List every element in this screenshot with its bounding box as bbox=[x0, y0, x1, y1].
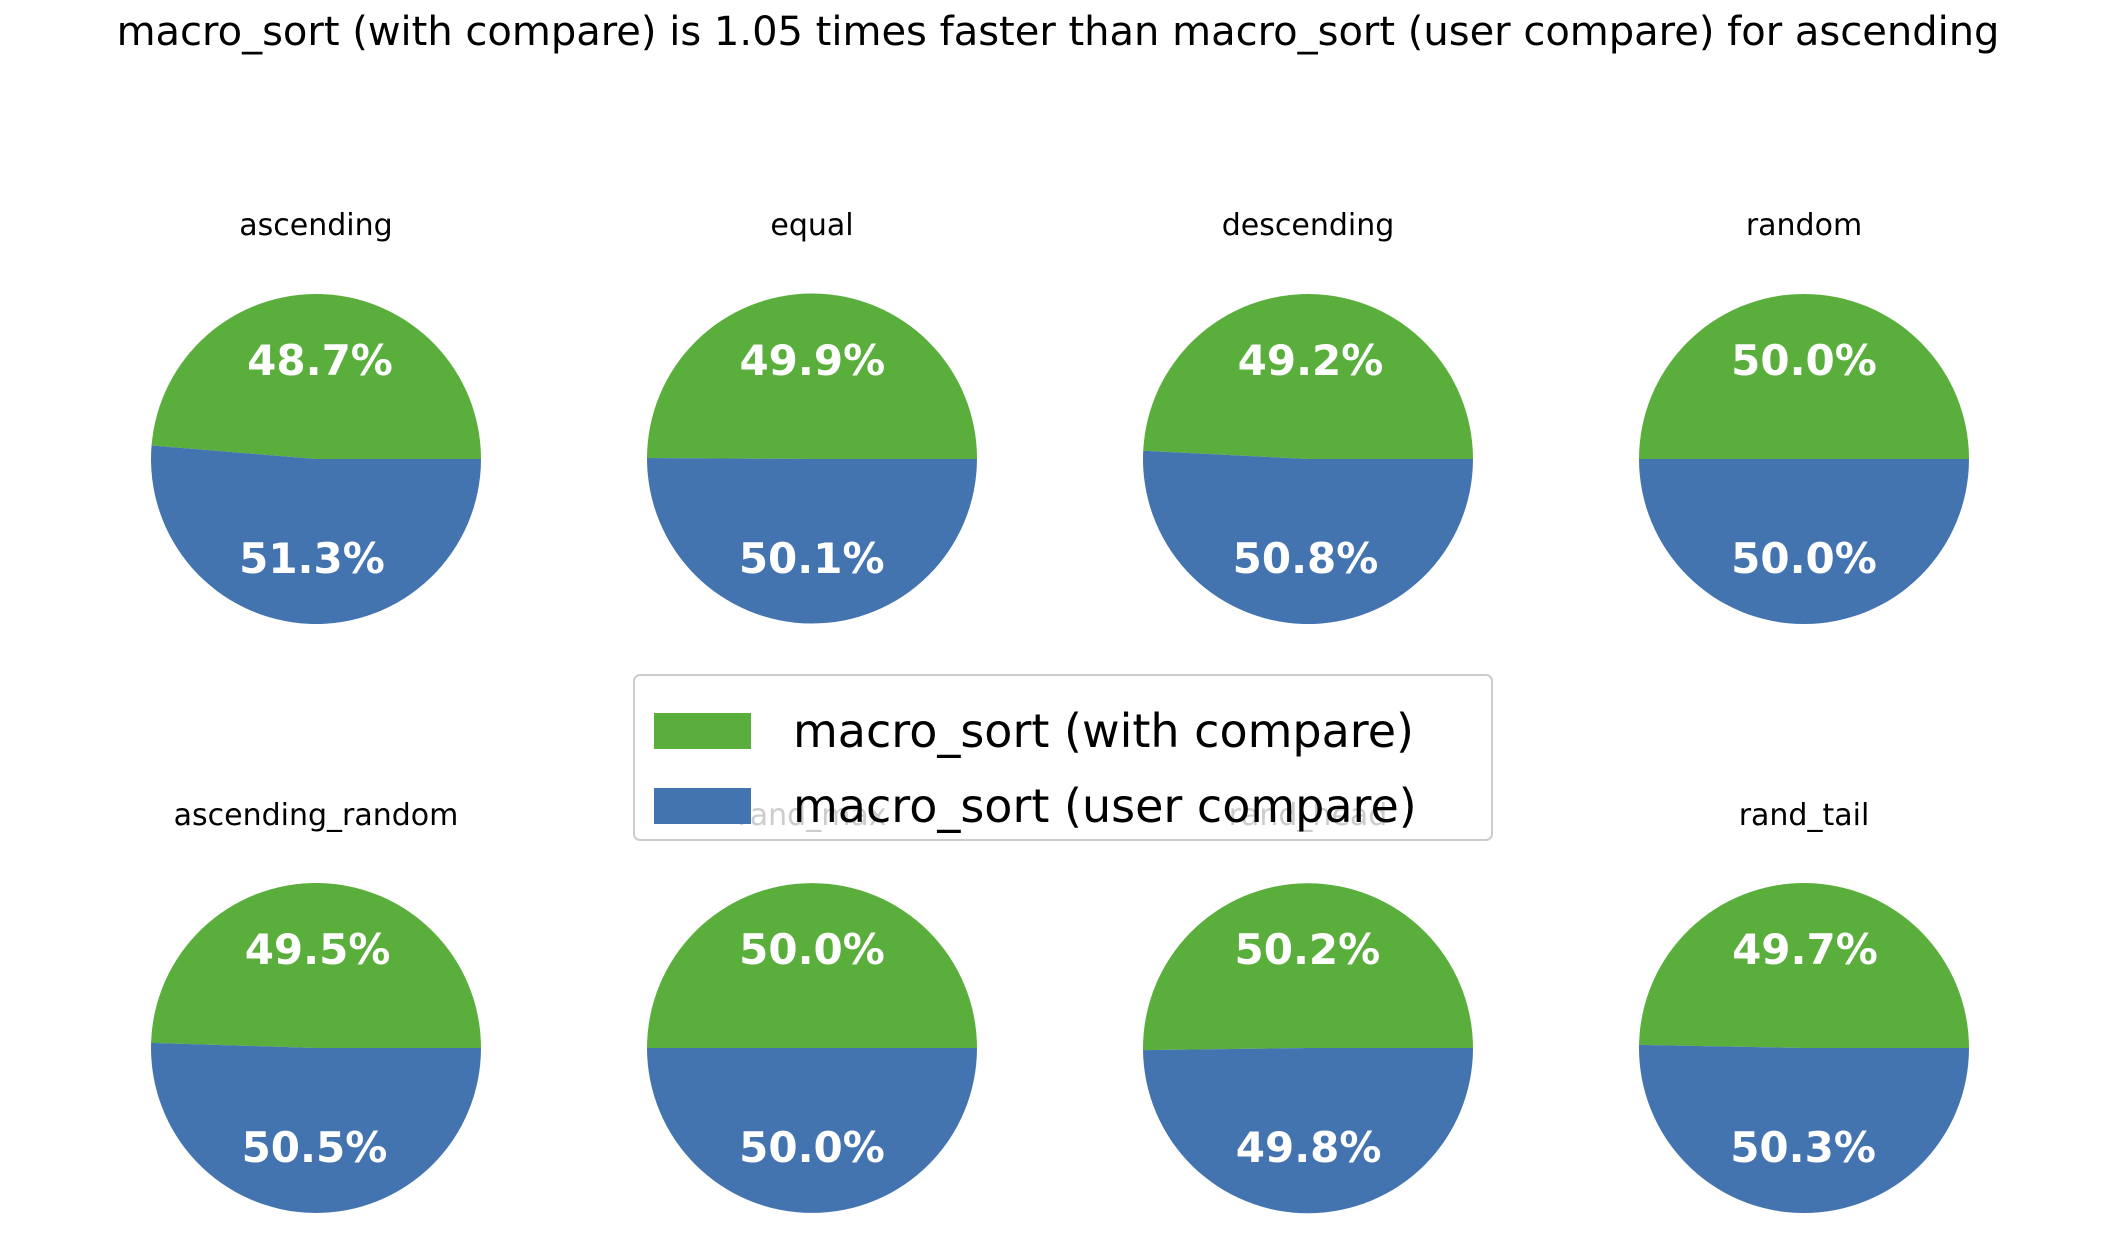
pie-slice-label: 50.0% bbox=[739, 1123, 885, 1172]
pie-slice-user-compare bbox=[1143, 450, 1473, 625]
pie-slice-user-compare bbox=[1639, 459, 1969, 624]
legend-label: macro_sort (user compare) bbox=[793, 779, 1417, 833]
pie-slice-with-compare bbox=[647, 293, 978, 459]
legend-swatch-user-compare bbox=[654, 788, 751, 824]
pie-slice-with-compare bbox=[151, 882, 482, 1048]
pie-subplot-rand_max: rand_max50.0%50.0% bbox=[647, 798, 977, 1213]
pie-slice-label: 48.7% bbox=[247, 336, 393, 385]
pie-slice-with-compare bbox=[1143, 883, 1473, 1051]
pie-subplot-ascending_random: ascending_random 49.5% 50.5% bbox=[151, 798, 482, 1213]
subplot-title: ascending bbox=[239, 208, 392, 243]
pie-subplot-ascending: ascending 48.7% 51.3% bbox=[150, 208, 482, 625]
pie-slice-label: 50.1% bbox=[739, 534, 885, 583]
pie-slice-label: 49.2% bbox=[1238, 336, 1384, 385]
pie-slice-label: 50.5% bbox=[242, 1123, 388, 1172]
subplot-title: rand_tail bbox=[1739, 798, 1870, 833]
subplot-title: random bbox=[1746, 208, 1862, 243]
pie-slice-user-compare bbox=[1143, 1048, 1474, 1214]
pie-slice-user-compare bbox=[1639, 1044, 1969, 1214]
pie-slice-label: 49.5% bbox=[245, 925, 391, 974]
subplot-title: descending bbox=[1222, 208, 1395, 243]
legend-label: macro_sort (with compare) bbox=[793, 704, 1414, 758]
pie-slice-label: 50.0% bbox=[739, 925, 885, 974]
pie-slice-label: 49.8% bbox=[1236, 1123, 1382, 1172]
legend-frame bbox=[633, 674, 1493, 841]
pie-slice-with-compare bbox=[1143, 294, 1473, 459]
pie-slice-user-compare bbox=[646, 457, 977, 624]
pie-slice-with-compare bbox=[1639, 883, 1969, 1048]
subplot-title: equal bbox=[770, 208, 853, 243]
pie-slice-user-compare bbox=[150, 445, 481, 625]
legend: macro_sort (with compare) macro_sort (use… bbox=[633, 674, 1493, 841]
pie-subplot-equal: equal 49.9% 50.1% bbox=[646, 208, 978, 624]
pie-slice-label: 49.7% bbox=[1732, 925, 1878, 974]
pie-slice-label: 50.8% bbox=[1233, 534, 1379, 583]
pie-subplot-rand_head: rand_head50.2%49.8% bbox=[1143, 798, 1474, 1214]
pie-slice-label: 51.3% bbox=[239, 534, 385, 583]
legend-swatch-with-compare bbox=[654, 713, 751, 749]
figure-title: macro_sort (with compare) is 1.05 times … bbox=[117, 9, 2000, 55]
pie-slice-label: 49.9% bbox=[739, 336, 885, 385]
pie-slice-with-compare bbox=[1639, 294, 1969, 459]
pie-slice-with-compare bbox=[151, 294, 482, 459]
pie-slice-label: 50.0% bbox=[1731, 534, 1877, 583]
pie-slice-user-compare bbox=[647, 1048, 977, 1213]
pie-slice-label: 50.2% bbox=[1235, 925, 1381, 974]
pie-subplot-rand_tail: rand_tail 49.7% 50.3% bbox=[1639, 798, 1969, 1214]
pie-slice-with-compare bbox=[647, 883, 977, 1048]
pie-slice-label: 50.3% bbox=[1730, 1123, 1876, 1172]
pie-subplot-descending: descending 49.2% 50.8% bbox=[1143, 208, 1473, 625]
pie-subplot-random: random 50.0% 50.0% bbox=[1639, 208, 1969, 624]
subplot-title: ascending_random bbox=[174, 798, 459, 833]
pie-slice-label: 50.0% bbox=[1731, 336, 1877, 385]
pie-slice-user-compare bbox=[151, 1042, 481, 1213]
